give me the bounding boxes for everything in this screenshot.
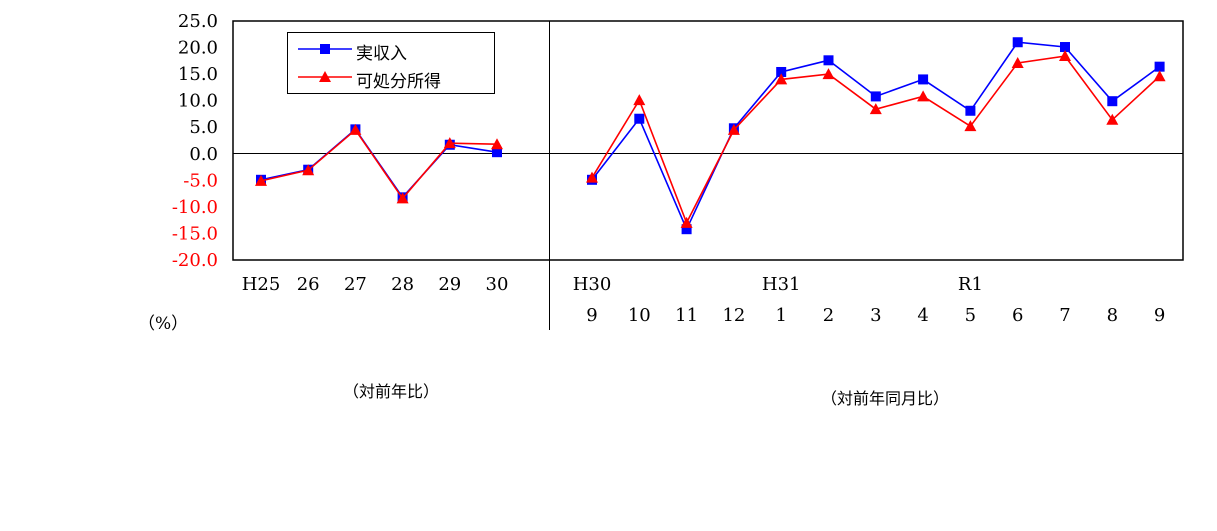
data-point-disposable-income: [775, 73, 788, 85]
x-month-label: 9: [586, 305, 597, 326]
data-point-actual-income: [823, 55, 834, 66]
x-month-label: 9: [1154, 305, 1165, 326]
legend-item-disposable-income: 可処分所得: [288, 64, 494, 92]
series-line-disposable-income-left: [260, 128, 498, 200]
x-month-label: 5: [965, 305, 976, 326]
x-tick-label: 27: [344, 274, 367, 295]
x-year-label: H31: [762, 274, 801, 295]
y-tick-label: -15.0: [172, 223, 218, 244]
x-month-label: 4: [917, 305, 928, 326]
data-point-actual-income: [1154, 61, 1165, 72]
series-line-actual-income-right: [591, 41, 1161, 232]
x-tick-label: 28: [391, 274, 414, 295]
x-tick-label: 29: [438, 274, 461, 295]
legend-item-actual-income: 実収入: [288, 36, 494, 64]
data-point-disposable-income: [964, 120, 977, 132]
x-month-label: 10: [628, 305, 651, 326]
series-group: [255, 37, 1166, 235]
left-panel-caption: （対前年比）: [343, 382, 440, 401]
y-tick-label: -20.0: [172, 250, 218, 271]
data-point-disposable-income: [917, 90, 930, 102]
data-point-disposable-income: [302, 164, 315, 176]
x-tick-label: 30: [486, 274, 509, 295]
data-point-disposable-income: [680, 216, 693, 228]
data-point-disposable-income: [443, 137, 456, 149]
data-point-disposable-income: [822, 68, 835, 80]
x-month-label: 12: [722, 305, 745, 326]
y-tick-label: 10.0: [178, 91, 218, 112]
x-month-label: 2: [823, 305, 834, 326]
legend-square-marker-icon: [298, 44, 352, 54]
data-point-disposable-income: [491, 138, 503, 150]
data-point-disposable-income: [1106, 113, 1119, 125]
x-year-label: R1: [958, 274, 983, 295]
data-point-disposable-income: [727, 123, 740, 135]
data-point-actual-income: [492, 147, 502, 158]
data-point-actual-income: [776, 66, 787, 77]
series-line-disposable-income-right: [591, 55, 1161, 225]
y-unit-label: （%）: [138, 314, 188, 334]
y-axis-ticks: 25.0 20.0 15.0 10.0 5.0 0.0 -5.0 -10.0 -15.0 -20.…: [172, 11, 218, 271]
x-axis-left-labels: H25 26 27 28 29 30: [242, 274, 509, 295]
data-point-actual-income: [1012, 37, 1023, 48]
data-point-disposable-income: [869, 103, 882, 115]
right-panel-caption: （対前年同月比）: [821, 389, 950, 408]
y-tick-label: -5.0: [183, 170, 218, 191]
data-point-disposable-income: [396, 192, 409, 204]
x-month-label: 3: [870, 305, 881, 326]
x-month-label: 1: [775, 305, 786, 326]
y-tick-label: 0.0: [189, 144, 218, 165]
y-tick-label: 5.0: [189, 117, 218, 138]
y-tick-label: 20.0: [178, 38, 218, 59]
data-point-disposable-income: [1153, 70, 1166, 82]
data-point-actual-income: [681, 224, 692, 235]
x-tick-label: 26: [297, 274, 320, 295]
y-tick-label: 15.0: [178, 64, 218, 85]
data-point-actual-income: [918, 74, 929, 85]
data-point-actual-income: [634, 113, 645, 124]
data-point-disposable-income: [633, 94, 646, 106]
plot-area-frame: [232, 20, 1184, 261]
x-year-label: H30: [573, 274, 612, 295]
data-point-actual-income: [965, 105, 976, 116]
legend-label: 実収入: [356, 44, 407, 64]
data-point-disposable-income: [1059, 50, 1071, 62]
y-tick-label: 25.0: [178, 11, 218, 32]
x-month-label: 11: [675, 305, 698, 326]
x-axis-right-labels: H30 H31 R19 10 11 12 1 2 3 4 5 6 7 8 9: [573, 274, 1166, 326]
legend-triangle-marker-icon: [298, 71, 352, 82]
data-point-disposable-income: [349, 123, 362, 135]
data-point-disposable-income: [255, 174, 267, 186]
data-point-actual-income: [870, 91, 881, 102]
x-month-label: 7: [1059, 305, 1070, 326]
data-point-actual-income: [1060, 42, 1070, 53]
data-point-actual-income: [1107, 96, 1118, 107]
legend: 実収入 可処分所得: [287, 32, 495, 94]
data-point-disposable-income: [1011, 56, 1024, 68]
x-tick-label: H25: [242, 274, 281, 295]
legend-label: 可処分所得: [356, 72, 441, 92]
data-point-disposable-income: [586, 171, 598, 183]
x-month-label: 8: [1107, 305, 1118, 326]
x-month-label: 6: [1012, 305, 1023, 326]
y-tick-label: -10.0: [172, 197, 218, 218]
